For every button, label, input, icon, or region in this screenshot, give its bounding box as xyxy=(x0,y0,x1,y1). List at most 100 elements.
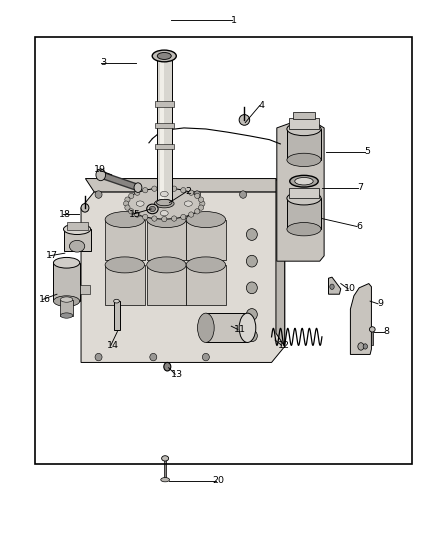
Ellipse shape xyxy=(239,313,256,342)
Polygon shape xyxy=(81,192,285,362)
Text: 6: 6 xyxy=(356,222,362,231)
Ellipse shape xyxy=(287,223,321,236)
Ellipse shape xyxy=(172,186,177,191)
Ellipse shape xyxy=(124,201,129,206)
Ellipse shape xyxy=(129,193,134,199)
Ellipse shape xyxy=(200,201,205,206)
Text: 18: 18 xyxy=(59,210,71,219)
Polygon shape xyxy=(85,179,285,192)
Text: 20: 20 xyxy=(212,477,224,485)
Polygon shape xyxy=(289,118,319,129)
Ellipse shape xyxy=(189,212,194,217)
Bar xyxy=(147,265,186,305)
Ellipse shape xyxy=(180,188,186,193)
Polygon shape xyxy=(328,277,341,294)
Polygon shape xyxy=(277,117,324,261)
Ellipse shape xyxy=(295,177,313,185)
Ellipse shape xyxy=(136,201,144,206)
Text: 15: 15 xyxy=(129,210,141,219)
Bar xyxy=(114,301,120,330)
Ellipse shape xyxy=(105,212,145,228)
Ellipse shape xyxy=(142,214,148,220)
Ellipse shape xyxy=(172,216,177,221)
Polygon shape xyxy=(289,188,319,198)
Bar xyxy=(53,263,80,301)
Text: 2: 2 xyxy=(185,188,191,196)
Polygon shape xyxy=(276,179,285,346)
Ellipse shape xyxy=(287,191,321,205)
Ellipse shape xyxy=(96,169,106,181)
Bar xyxy=(35,37,412,464)
Bar xyxy=(155,144,174,149)
Ellipse shape xyxy=(152,216,157,221)
Ellipse shape xyxy=(198,197,204,202)
Bar xyxy=(186,265,226,305)
Ellipse shape xyxy=(134,183,142,192)
Ellipse shape xyxy=(180,214,186,220)
Bar xyxy=(67,222,88,230)
Bar xyxy=(60,300,73,316)
Ellipse shape xyxy=(134,212,140,217)
Ellipse shape xyxy=(150,353,157,361)
Text: 17: 17 xyxy=(46,252,58,260)
Bar xyxy=(155,101,174,107)
Bar xyxy=(287,198,321,229)
Ellipse shape xyxy=(157,53,171,59)
Text: 19: 19 xyxy=(94,165,106,174)
Text: 16: 16 xyxy=(39,295,51,304)
Text: 3: 3 xyxy=(100,59,106,67)
Text: 7: 7 xyxy=(357,183,363,192)
Text: 4: 4 xyxy=(259,101,265,110)
Text: 10: 10 xyxy=(344,285,357,293)
Ellipse shape xyxy=(60,297,73,302)
Ellipse shape xyxy=(198,313,214,342)
Ellipse shape xyxy=(186,257,226,273)
Ellipse shape xyxy=(147,257,186,273)
Ellipse shape xyxy=(64,224,91,235)
Ellipse shape xyxy=(194,191,201,198)
Text: 12: 12 xyxy=(278,341,290,350)
Bar xyxy=(186,220,226,260)
Ellipse shape xyxy=(162,185,167,191)
Ellipse shape xyxy=(147,212,186,228)
Ellipse shape xyxy=(143,188,148,193)
Ellipse shape xyxy=(202,353,209,361)
Ellipse shape xyxy=(363,344,367,349)
Ellipse shape xyxy=(69,240,85,252)
Ellipse shape xyxy=(246,282,257,294)
Ellipse shape xyxy=(162,456,169,461)
Ellipse shape xyxy=(194,193,200,199)
Ellipse shape xyxy=(95,353,102,361)
Bar xyxy=(105,220,145,260)
Ellipse shape xyxy=(189,190,194,195)
Ellipse shape xyxy=(164,362,171,371)
Ellipse shape xyxy=(154,199,174,208)
Ellipse shape xyxy=(184,201,192,206)
Ellipse shape xyxy=(149,206,155,212)
Polygon shape xyxy=(80,285,90,294)
Bar xyxy=(164,458,166,480)
Text: 14: 14 xyxy=(107,341,119,350)
Bar xyxy=(147,220,186,260)
Ellipse shape xyxy=(358,343,364,350)
Ellipse shape xyxy=(134,190,140,195)
Bar xyxy=(160,56,164,203)
Bar xyxy=(105,265,145,305)
Ellipse shape xyxy=(186,212,226,228)
Ellipse shape xyxy=(194,209,200,214)
Ellipse shape xyxy=(160,191,168,197)
Ellipse shape xyxy=(126,188,202,219)
Ellipse shape xyxy=(240,191,247,198)
Text: 13: 13 xyxy=(171,370,184,378)
Ellipse shape xyxy=(145,191,152,198)
Ellipse shape xyxy=(370,327,375,332)
Ellipse shape xyxy=(129,208,134,214)
Bar xyxy=(371,329,373,345)
Ellipse shape xyxy=(246,330,257,342)
Ellipse shape xyxy=(53,296,80,306)
Ellipse shape xyxy=(287,122,321,136)
Bar xyxy=(155,123,174,128)
Ellipse shape xyxy=(162,216,167,222)
Bar xyxy=(206,313,247,342)
Polygon shape xyxy=(293,112,315,119)
